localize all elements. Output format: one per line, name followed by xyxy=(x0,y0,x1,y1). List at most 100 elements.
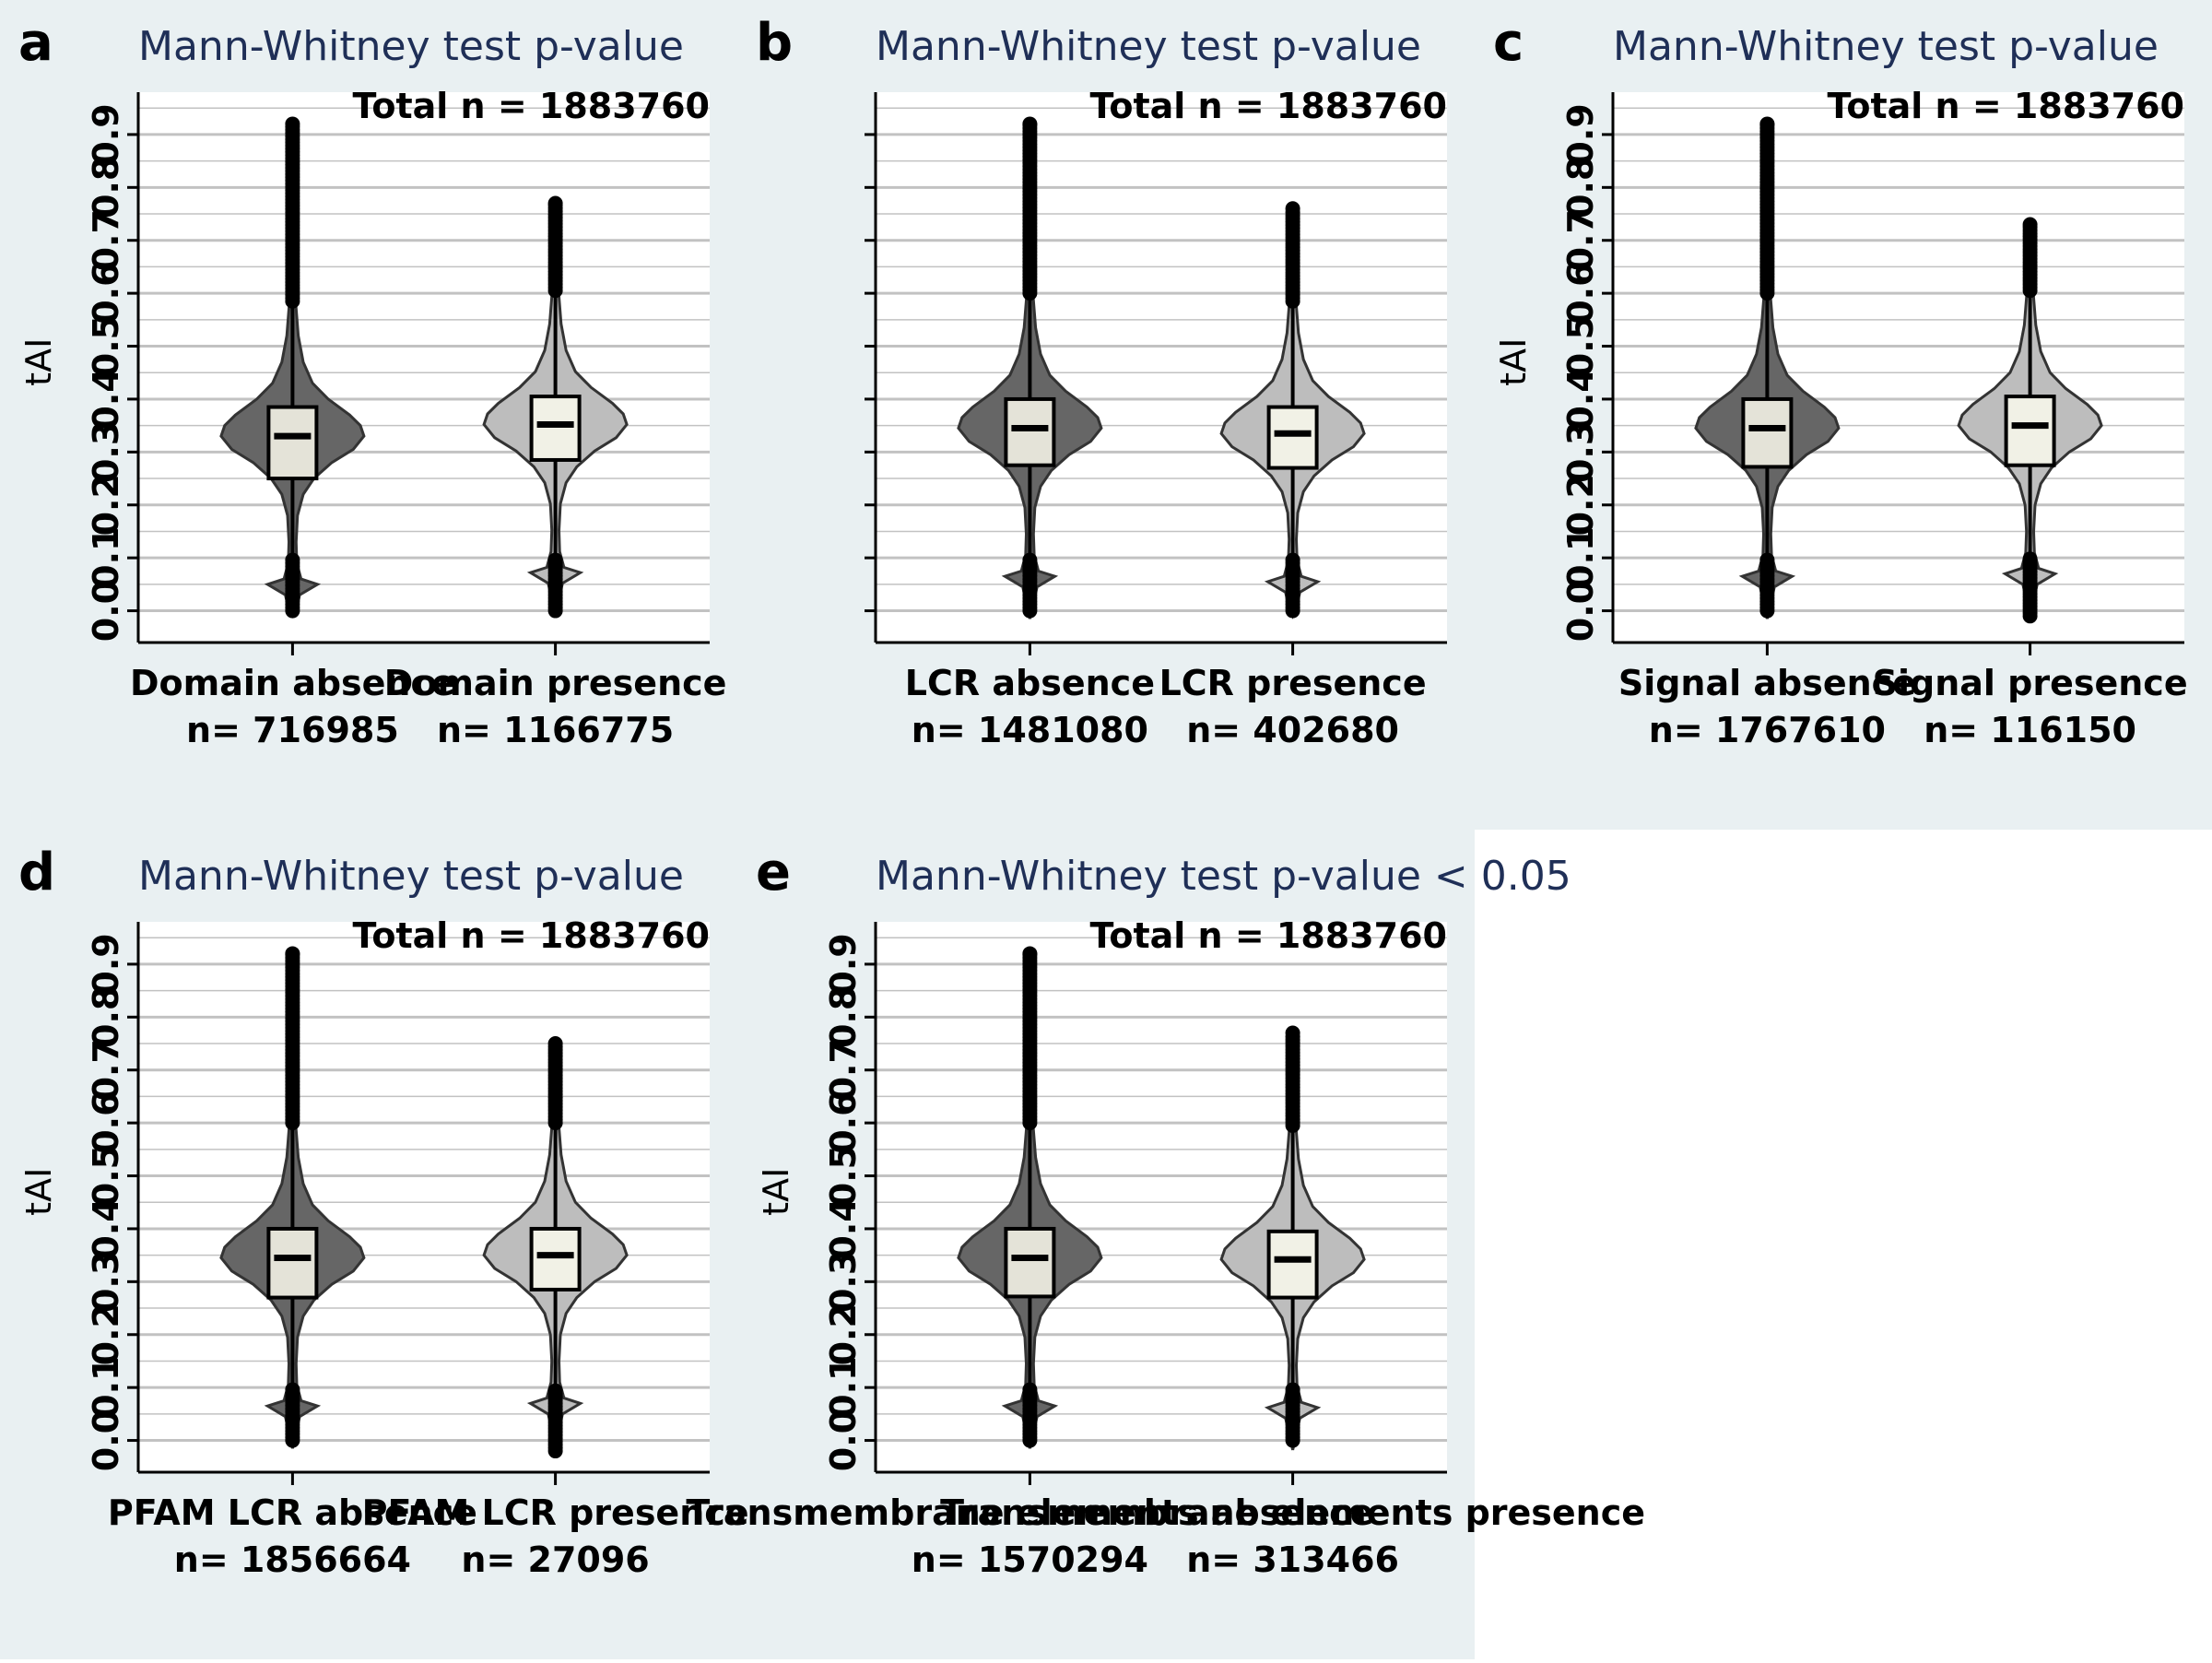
y-tick-label: 0.7 xyxy=(86,1039,126,1101)
y-tick-label: 0.5 xyxy=(86,1145,126,1207)
panel-letter: a xyxy=(18,13,53,73)
outlier-point xyxy=(2022,551,2038,567)
plot-area xyxy=(876,92,1447,643)
panel-letter: b xyxy=(756,13,793,73)
category-label: Transmembrane elements absence xyxy=(686,1492,1373,1533)
category-count: n= 116150 xyxy=(1924,710,2136,750)
box-1 xyxy=(1004,1226,1056,1299)
y-axis-label: tAI xyxy=(756,1168,796,1216)
category-label: Signal absence xyxy=(1618,663,1916,703)
y-tick-label: 0.3 xyxy=(1560,421,1601,483)
y-tick-label: 0.0 xyxy=(86,1409,126,1471)
box-1 xyxy=(266,1226,319,1300)
y-tick-label: 0.5 xyxy=(1560,315,1601,377)
box-2 xyxy=(529,395,582,462)
y-tick-label: 0.3 xyxy=(86,1251,126,1313)
outlier-point xyxy=(1285,1382,1300,1398)
panel-e: 0.00.10.20.30.40.50.60.70.80.9 tAI Transme… xyxy=(686,843,1645,1580)
category-label: Domain absence xyxy=(130,663,455,703)
panel-d: 0.00.10.20.30.40.50.60.70.80.9 tAI PFAM LC… xyxy=(18,843,749,1580)
panel-letter: e xyxy=(756,843,791,902)
outlier-point xyxy=(285,552,300,568)
y-tick-label: 0.1 xyxy=(86,526,126,588)
panel-a: 0.00.10.20.30.40.50.60.70.80.9 tAI Domain … xyxy=(18,13,726,750)
panel-title: Mann-Whitney test p-value xyxy=(138,23,684,70)
y-tick-label: 0.5 xyxy=(823,1145,864,1207)
outlier-point xyxy=(547,1036,563,1052)
y-axis-label: tAI xyxy=(18,1168,59,1216)
y-tick-label: 0.2 xyxy=(1560,474,1601,536)
category-count: n= 402680 xyxy=(1186,710,1399,750)
outlier-point xyxy=(285,946,300,961)
category-label: Domain presence xyxy=(384,663,727,703)
outlier-point xyxy=(285,116,300,132)
plot-area xyxy=(1613,92,2184,643)
category-count: n= 313466 xyxy=(1186,1539,1399,1580)
category-count: n= 1856664 xyxy=(174,1539,411,1580)
y-tick-label: 0.9 xyxy=(86,933,126,995)
outlier-point xyxy=(1022,552,1038,568)
y-tick-label: 0.4 xyxy=(86,1197,126,1259)
outlier-point xyxy=(1022,946,1038,961)
y-tick-label: 0.6 xyxy=(823,1091,864,1153)
panel-letter: d xyxy=(18,843,55,902)
box-2 xyxy=(1266,405,1319,470)
panel-title: Mann-Whitney test p-value xyxy=(1613,23,2159,70)
plot-area xyxy=(138,922,710,1472)
y-tick-label: 0.4 xyxy=(823,1197,864,1259)
y-tick-label: 0.6 xyxy=(86,262,126,324)
panels: 0.00.10.20.30.40.50.60.70.80.9tAIDomain … xyxy=(18,13,2188,1580)
y-tick-label: 0.1 xyxy=(823,1356,864,1418)
y-axis-label: tAI xyxy=(18,338,59,386)
panel-title: Mann-Whitney test p-value < 0.05 xyxy=(876,853,1571,900)
category-label: Signal presence xyxy=(1873,663,2188,703)
box-1 xyxy=(1004,396,1056,467)
outlier-point xyxy=(2022,217,2038,232)
y-tick-label: 0.0 xyxy=(1560,580,1601,642)
box-2 xyxy=(529,1226,582,1291)
y-tick-label: 0.2 xyxy=(86,1303,126,1365)
y-tick-label: 0.0 xyxy=(86,580,126,642)
outlier-point xyxy=(1022,116,1038,132)
y-tick-label: 0.5 xyxy=(86,315,126,377)
category-label: Transmembrane elements presence xyxy=(940,1492,1645,1533)
outlier-point xyxy=(547,195,563,211)
category-count: n= 1767610 xyxy=(1649,710,1886,750)
outlier-point xyxy=(1759,116,1775,132)
y-tick-label: 0.8 xyxy=(86,157,126,218)
category-count: n= 1166775 xyxy=(437,710,674,750)
y-tick-label: 0.8 xyxy=(823,986,864,1048)
box-2 xyxy=(1266,1229,1319,1300)
y-tick-label: 0.8 xyxy=(86,986,126,1048)
y-tick-label: 0.8 xyxy=(1560,157,1601,218)
category-count: n= 1481080 xyxy=(912,710,1148,750)
total-n-label: Total n = 1883760 xyxy=(1090,86,1447,126)
y-tick-label: 0.6 xyxy=(86,1091,126,1153)
outlier-point xyxy=(285,1382,300,1398)
outlier-point xyxy=(1285,1025,1300,1041)
panel-b: LCR absence n= 1481080 LCR presence n= 4026… xyxy=(756,13,1447,750)
y-tick-label: 0.6 xyxy=(1560,262,1601,324)
category-count: n= 27096 xyxy=(461,1539,649,1580)
y-tick-label: 0.9 xyxy=(823,933,864,995)
outlier-point xyxy=(1759,552,1775,568)
y-tick-label: 0.1 xyxy=(86,1356,126,1418)
total-n-label: Total n = 1883760 xyxy=(353,86,710,126)
category-label: LCR presence xyxy=(1159,663,1427,703)
category-count: n= 1570294 xyxy=(912,1539,1148,1580)
total-n-label: Total n = 1883760 xyxy=(353,915,710,956)
panel-title: Mann-Whitney test p-value xyxy=(138,853,684,900)
y-tick-label: 0.7 xyxy=(86,209,126,271)
y-tick-label: 0.9 xyxy=(1560,103,1601,165)
y-tick-label: 0.2 xyxy=(823,1303,864,1365)
outlier-point xyxy=(1285,552,1300,568)
y-tick-label: 0.3 xyxy=(823,1251,864,1313)
box-2 xyxy=(2004,395,2056,467)
panel-title: Mann-Whitney test p-value xyxy=(876,23,1421,70)
category-label: PFAM LCR absence xyxy=(108,1492,477,1533)
plot-area xyxy=(138,92,710,643)
y-tick-label: 0.3 xyxy=(86,421,126,483)
y-tick-label: 0.0 xyxy=(823,1409,864,1471)
